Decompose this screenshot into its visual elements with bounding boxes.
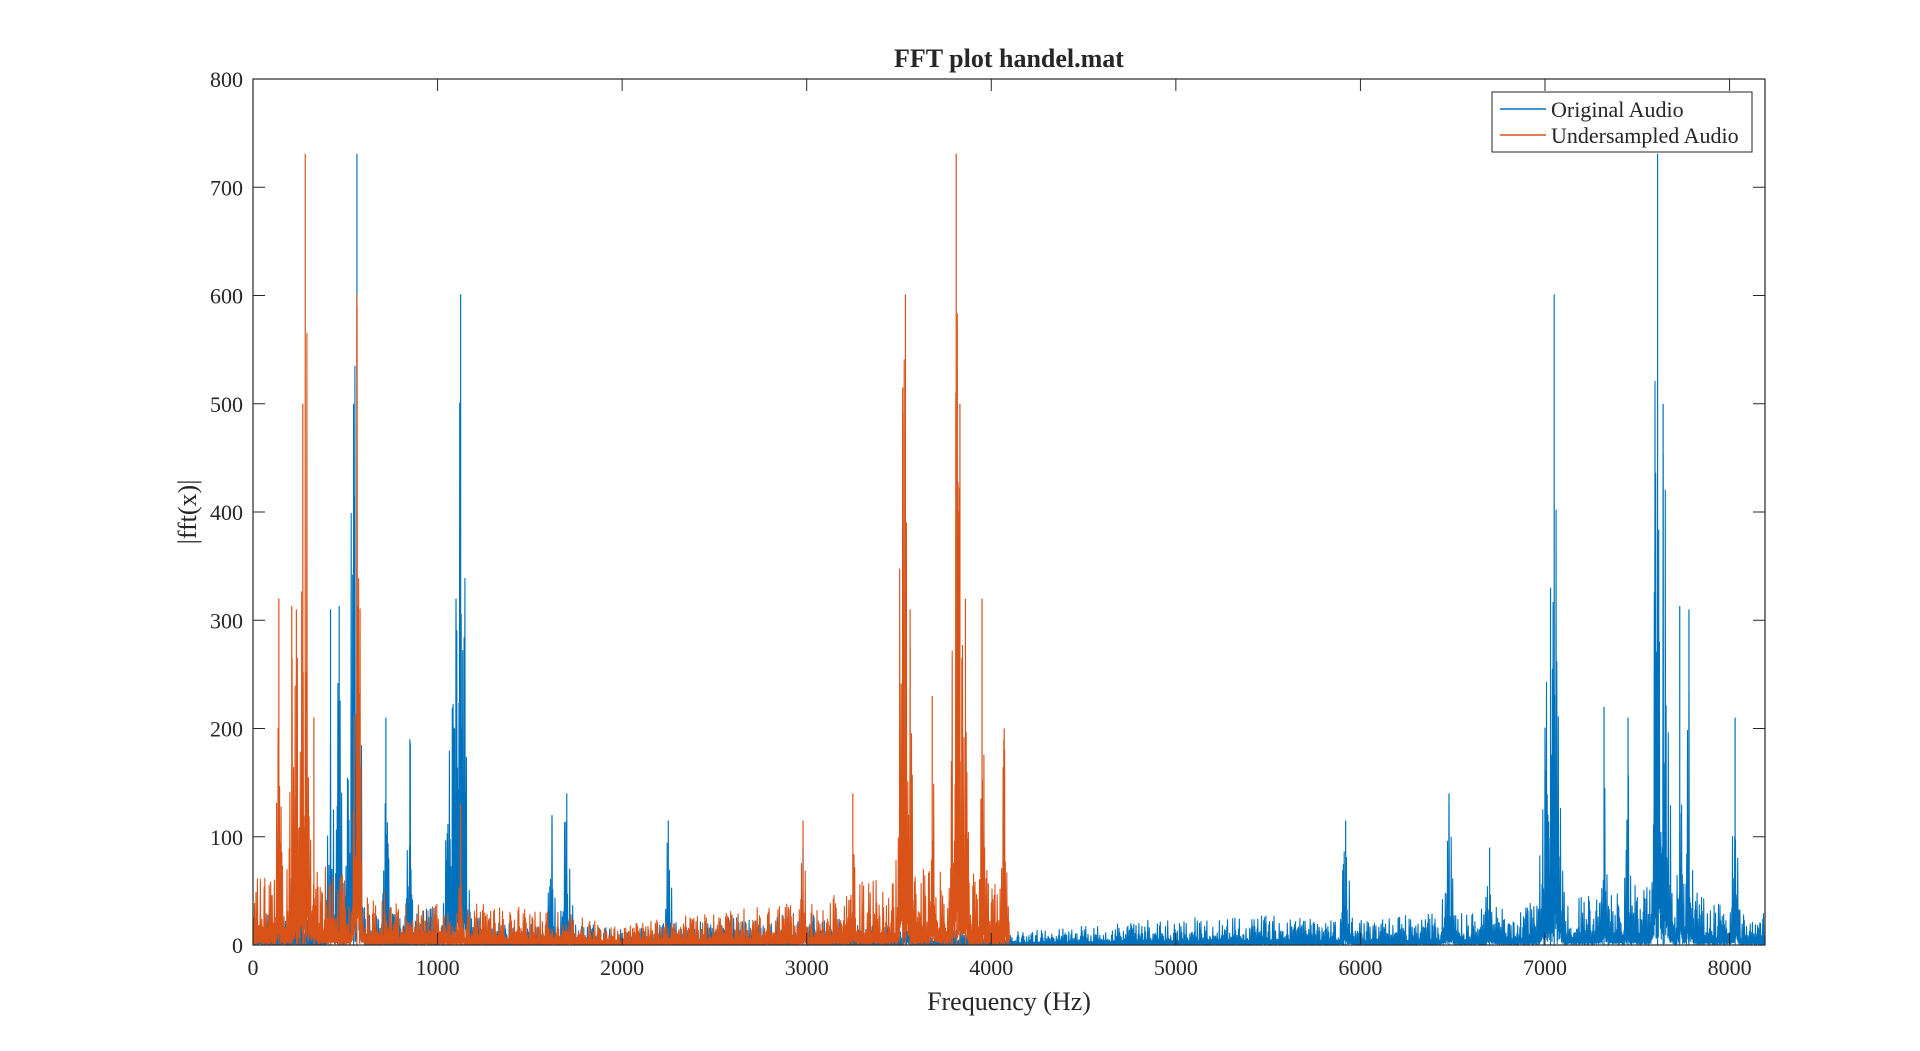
x-tick-label: 2000 <box>600 955 644 980</box>
y-tick-label: 600 <box>210 284 243 309</box>
series-line-undersampled-audio <box>253 306 1010 945</box>
x-tick-label: 8000 <box>1708 955 1752 980</box>
x-tick-label: 1000 <box>416 955 460 980</box>
legend-label-undersampled: Undersampled Audio <box>1551 123 1739 148</box>
y-tick-label: 800 <box>210 67 243 92</box>
x-axis: 0 1000 2000 3000 4000 5000 6000 7000 8000 <box>248 79 1752 980</box>
y-tick-label: 100 <box>210 825 243 850</box>
x-tick-label: 3000 <box>785 955 829 980</box>
y-axis-label: |fft(x)| <box>173 480 202 545</box>
x-tick-label: 0 <box>248 955 259 980</box>
y-tick-label: 200 <box>210 717 243 742</box>
legend-box <box>1491 91 1753 153</box>
y-axis: 0 100 200 300 400 500 600 700 800 <box>210 67 1765 958</box>
series-layer <box>253 153 1765 945</box>
plot-area <box>253 79 1765 945</box>
x-axis-label: Frequency (Hz) <box>927 987 1091 1016</box>
x-tick-label: 7000 <box>1523 955 1567 980</box>
y-tick-label: 300 <box>210 608 243 633</box>
chart-title: FFT plot handel.mat <box>894 44 1124 73</box>
y-tick-label: 700 <box>210 175 243 200</box>
legend-label-original: Original Audio <box>1551 97 1684 122</box>
y-tick-label: 500 <box>210 392 243 417</box>
legend: Original Audio Undersampled Audio <box>1491 91 1753 153</box>
y-tick-label: 0 <box>232 933 243 958</box>
x-tick-label: 6000 <box>1338 955 1382 980</box>
y-tick-label: 400 <box>210 500 243 525</box>
x-tick-label: 5000 <box>1154 955 1198 980</box>
x-tick-label: 4000 <box>969 955 1013 980</box>
